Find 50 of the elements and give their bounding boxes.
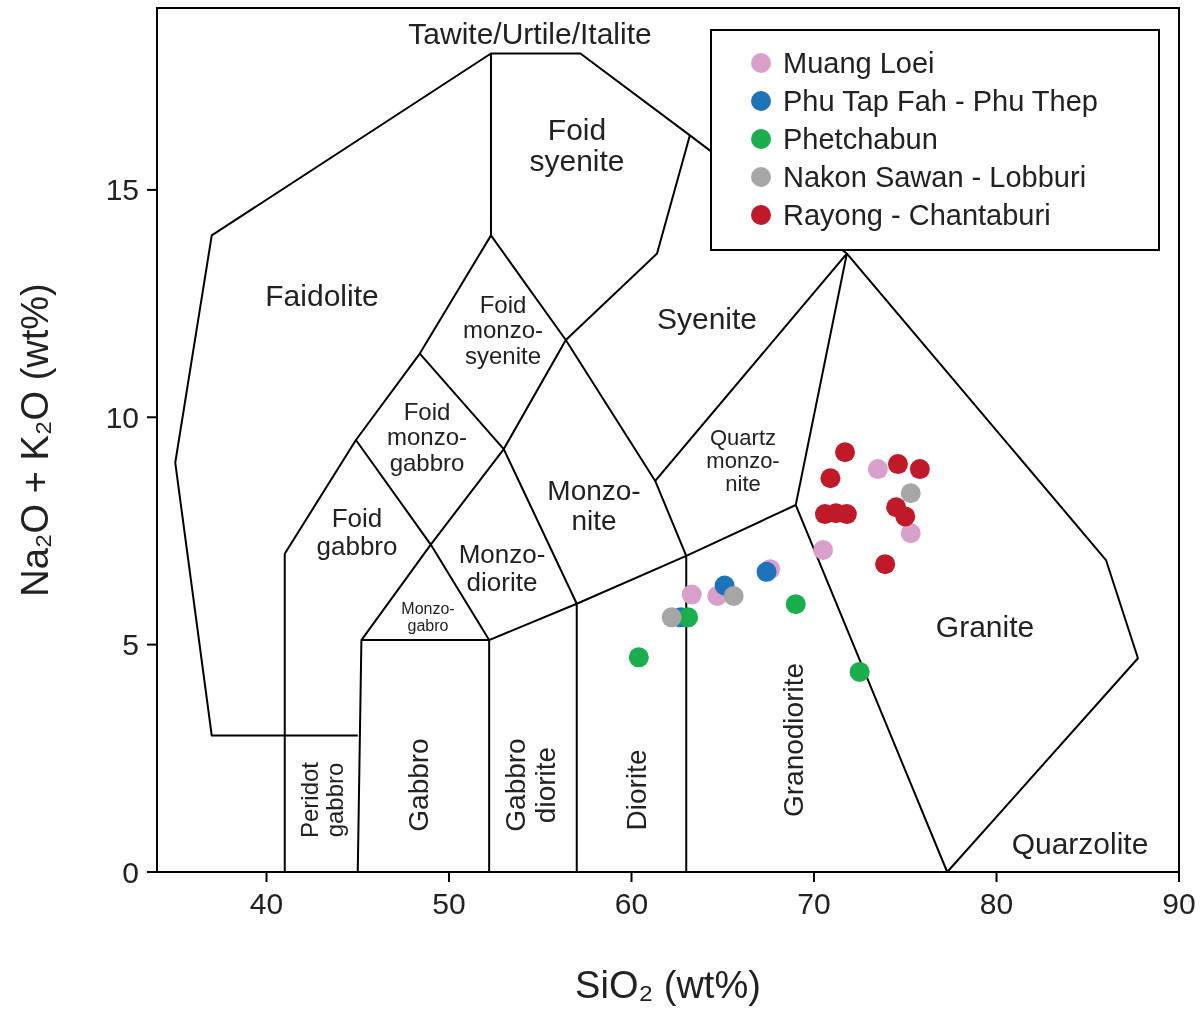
point xyxy=(723,585,744,606)
x-tick-label: 80 xyxy=(979,887,1014,920)
point xyxy=(900,523,921,544)
annotation: Foid monzo- gabbro xyxy=(386,398,468,476)
y-tick-label: 10 xyxy=(105,400,139,434)
annotation: Monzo- nite xyxy=(547,475,641,536)
annotation: Monzo- diorite xyxy=(458,539,546,597)
point xyxy=(813,540,834,561)
point xyxy=(681,584,702,605)
annotation: Granodiorite xyxy=(777,662,809,818)
x-tick-label: 90 xyxy=(1162,887,1196,920)
annotation: Syenite xyxy=(656,301,758,335)
annotation: Foid gabbro xyxy=(316,503,398,561)
annotation: Quartz monzo- nite xyxy=(706,424,780,496)
point xyxy=(849,661,870,682)
point xyxy=(628,647,649,668)
point xyxy=(867,459,888,480)
annotation: Granite xyxy=(935,609,1035,643)
y-tick-label: 15 xyxy=(105,173,139,207)
point xyxy=(875,554,896,575)
legend-label: Rayong - Chantaburi xyxy=(783,199,1051,232)
annotation: Monzo- gabro xyxy=(401,600,455,634)
point xyxy=(835,442,856,463)
x-tick-label: 60 xyxy=(614,887,649,920)
point xyxy=(785,594,806,615)
legend-label: Muang Loei xyxy=(783,47,935,80)
point xyxy=(887,454,908,475)
legend-label: Nakon Sawan - Lobburi xyxy=(783,161,1087,194)
annotation: Foid monzo- syenite xyxy=(462,291,544,369)
annotation: Faidolite xyxy=(265,278,379,312)
annotation: Quarzolite xyxy=(1011,826,1149,860)
annotation: Tawite/Urtile/Italite xyxy=(408,16,652,50)
annotation: Foid syenite xyxy=(529,112,625,178)
x-tick-label: 40 xyxy=(249,887,284,920)
annotation: Gabbro diorite xyxy=(500,738,561,832)
point xyxy=(895,506,916,527)
y-tick-label: 5 xyxy=(122,628,139,662)
annotation: Gabbro xyxy=(402,738,434,832)
y-axis-title: Na₂O + K₂O (wt%) xyxy=(14,283,56,597)
annotation: Peridot gabbro xyxy=(295,761,348,839)
point xyxy=(820,468,841,489)
x-axis-title: SiO₂ (wt%) xyxy=(575,964,761,1006)
point xyxy=(909,459,930,480)
legend-label: Phetchabun xyxy=(783,123,938,156)
x-tick-label: 50 xyxy=(432,887,466,920)
y-tick-label: 0 xyxy=(122,855,139,889)
point xyxy=(900,483,921,504)
annotation: Diorite xyxy=(620,749,652,831)
legend-label: Phu Tap Fah - Phu Thep xyxy=(783,85,1098,118)
x-tick-label: 70 xyxy=(797,887,831,920)
